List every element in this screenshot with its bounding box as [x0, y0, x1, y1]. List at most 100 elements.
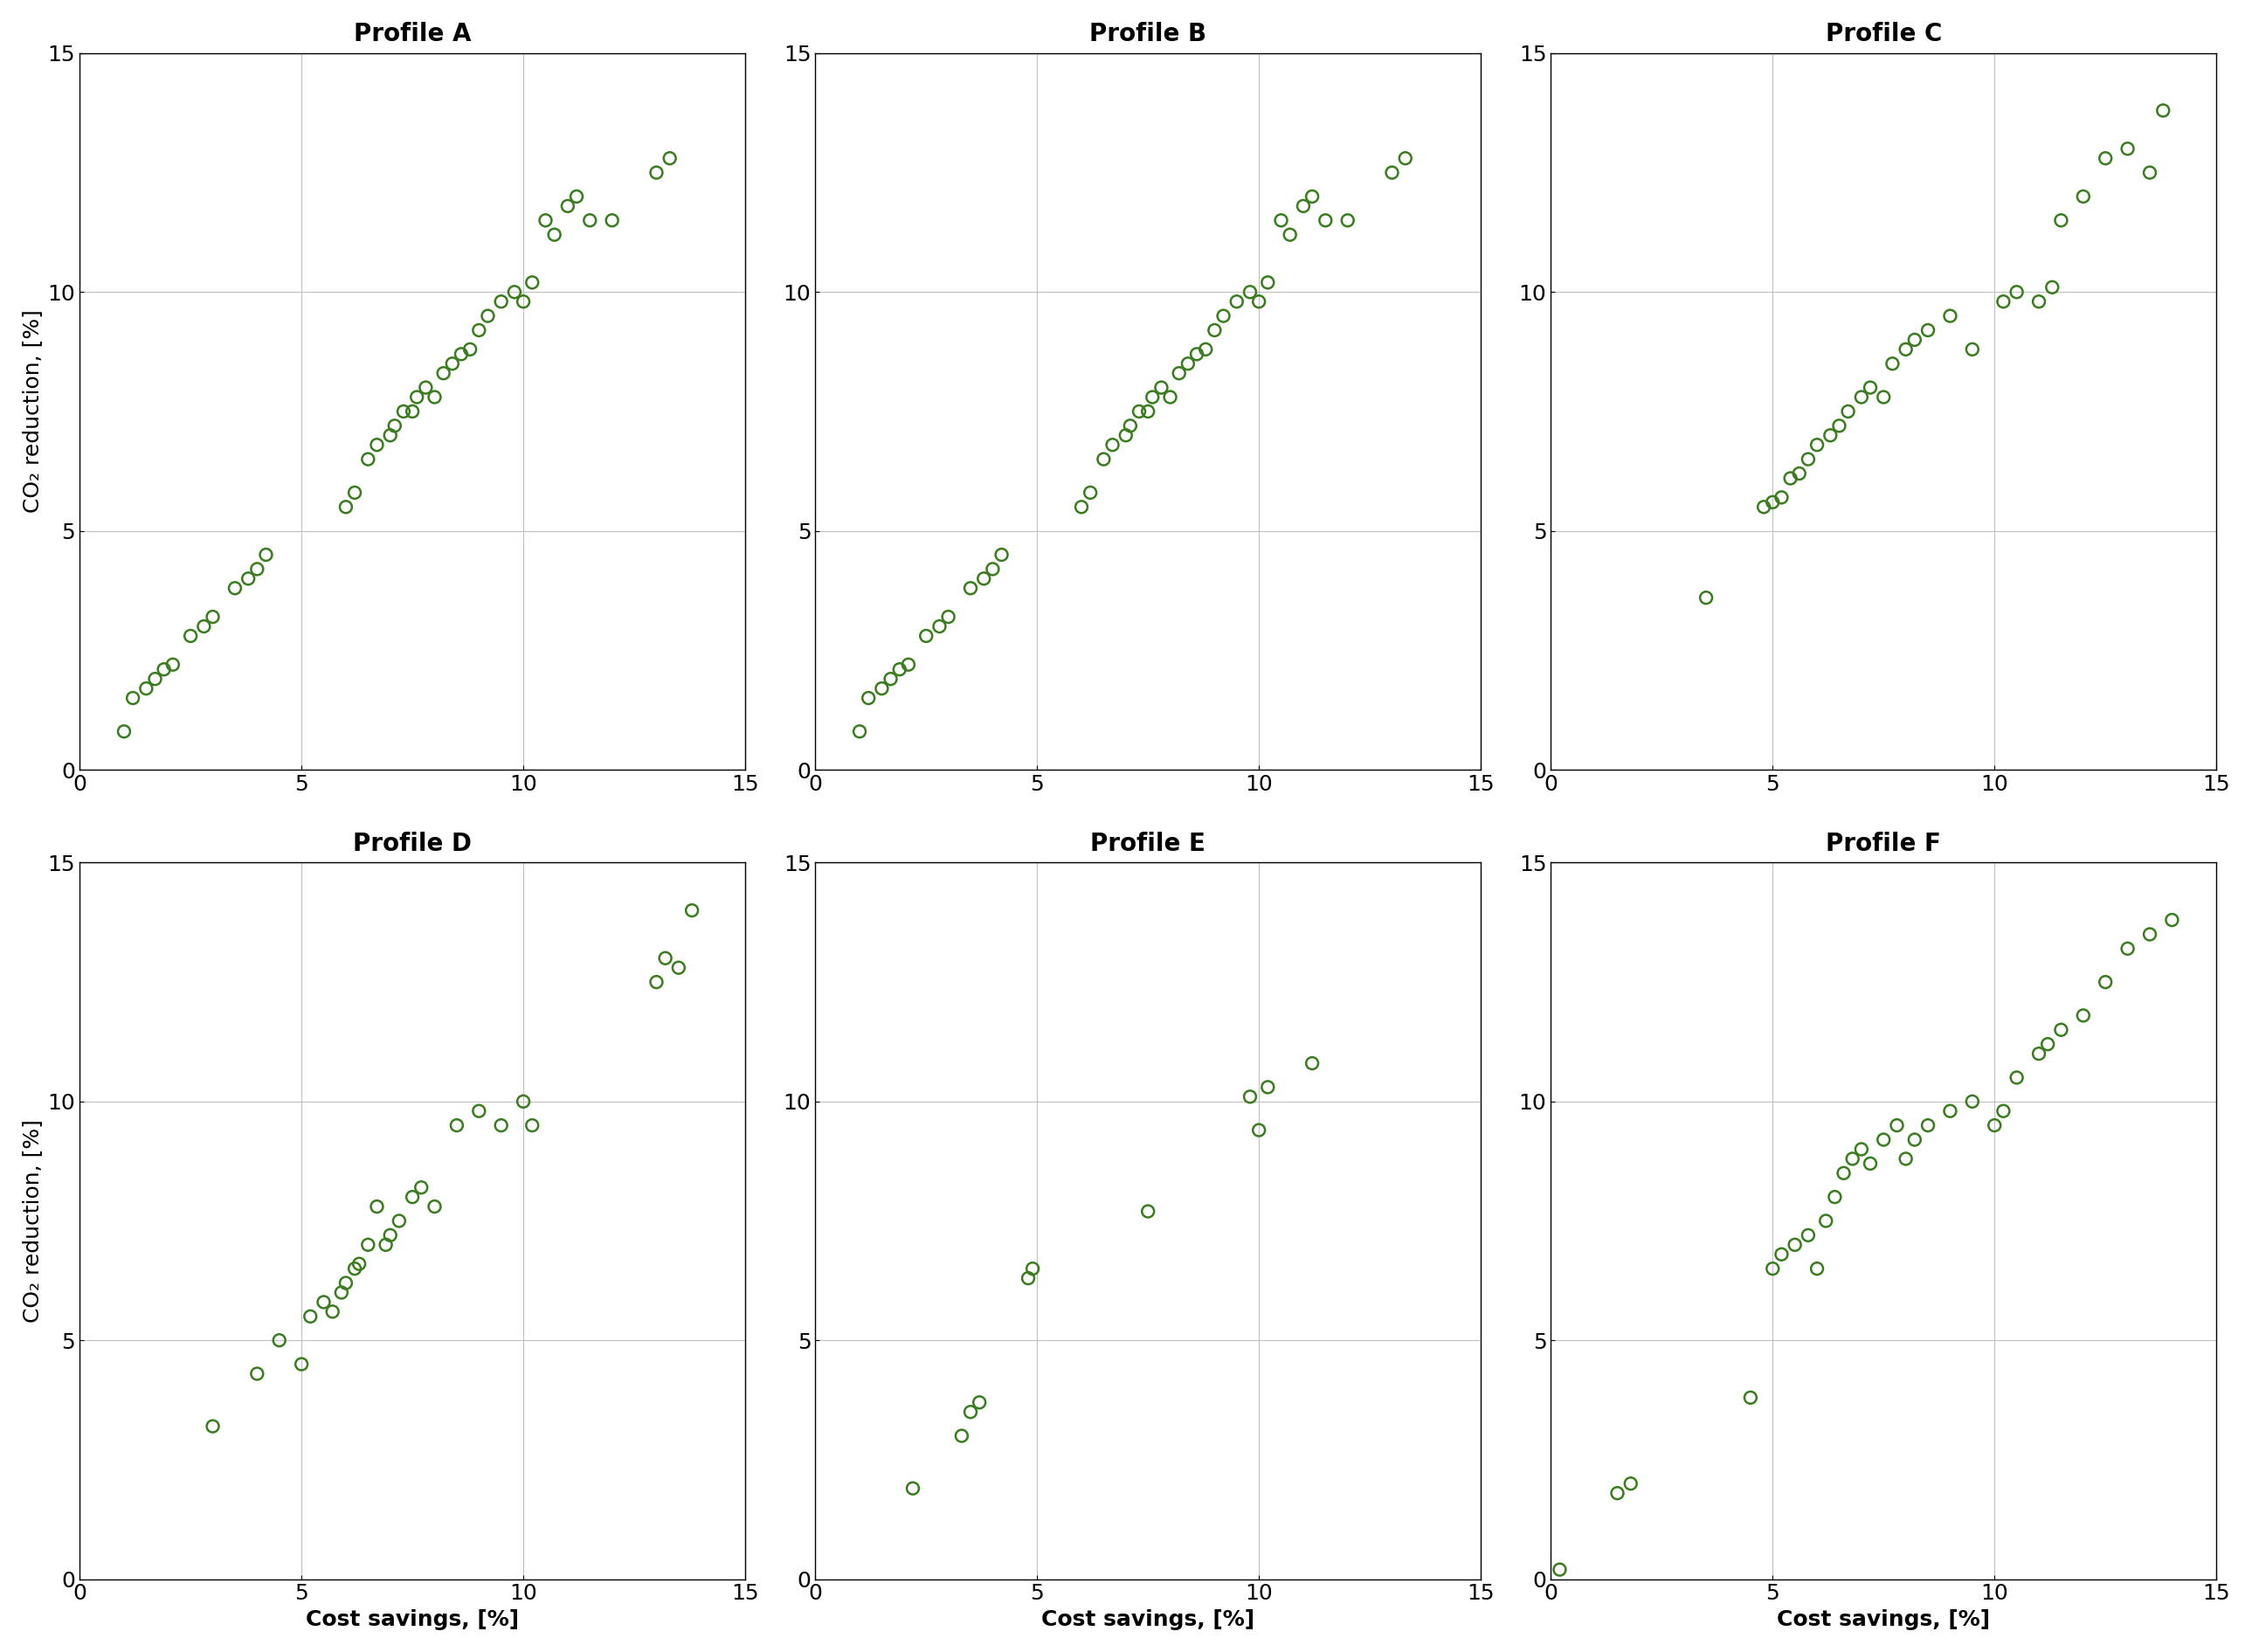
Point — [435, 350, 471, 377]
Point — [315, 1298, 351, 1325]
Point — [2034, 274, 2070, 301]
Point — [248, 542, 284, 568]
Title: Profile D: Profile D — [354, 831, 473, 856]
X-axis label: Cost savings, [%]: Cost savings, [%] — [306, 1609, 518, 1631]
Point — [1772, 466, 1808, 492]
Point — [2088, 145, 2124, 172]
Point — [2133, 922, 2169, 948]
Point — [367, 1231, 403, 1257]
Point — [2029, 1031, 2065, 1057]
Title: Profile A: Profile A — [354, 21, 471, 46]
Point — [239, 1361, 275, 1388]
Point — [358, 1193, 394, 1219]
Point — [1932, 1099, 1968, 1125]
Point — [1374, 159, 1410, 185]
Point — [2000, 1064, 2036, 1090]
Point — [1250, 1074, 1286, 1100]
Point — [1162, 360, 1198, 387]
Point — [651, 145, 687, 172]
Point — [1112, 413, 1149, 439]
Point — [484, 289, 520, 316]
Point — [358, 431, 394, 458]
Point — [1763, 1241, 1799, 1267]
Point — [1874, 350, 1910, 377]
Point — [1745, 494, 1781, 520]
Point — [137, 666, 173, 692]
Point — [1085, 446, 1121, 472]
Point — [944, 1422, 980, 1449]
Point — [930, 603, 966, 629]
Point — [921, 613, 957, 639]
Point — [453, 335, 489, 362]
Point — [324, 1279, 360, 1305]
Point — [1612, 1470, 1648, 1497]
Point — [115, 686, 151, 712]
Point — [284, 1351, 320, 1378]
Point — [372, 1222, 408, 1249]
Point — [173, 623, 209, 649]
Point — [1232, 279, 1268, 306]
Point — [1187, 335, 1223, 362]
Point — [872, 666, 908, 692]
Point — [1153, 383, 1189, 410]
X-axis label: Cost savings, [%]: Cost savings, [%] — [1040, 1609, 1254, 1631]
Point — [894, 1475, 930, 1502]
Point — [549, 193, 586, 220]
Point — [340, 1251, 376, 1277]
Point — [194, 603, 230, 629]
Point — [572, 206, 608, 233]
Y-axis label: CO₂ reduction, [%]: CO₂ reduction, [%] — [23, 1118, 43, 1323]
Point — [2043, 1016, 2079, 1042]
Point — [504, 1089, 540, 1115]
Point — [1835, 1145, 1871, 1171]
Point — [2000, 279, 2036, 306]
Point — [1790, 446, 1826, 472]
Point — [504, 289, 540, 316]
Point — [1844, 383, 1880, 410]
Point — [403, 1175, 439, 1201]
Title: Profile F: Profile F — [1826, 831, 1941, 856]
Point — [1308, 206, 1344, 233]
Point — [462, 1099, 498, 1125]
Point — [660, 955, 696, 981]
Point — [637, 968, 673, 995]
Point — [462, 317, 498, 344]
Point — [1754, 489, 1790, 515]
Point — [646, 945, 682, 971]
Point — [216, 575, 252, 601]
Point — [381, 1208, 417, 1234]
Point — [1263, 206, 1299, 233]
Point — [953, 1399, 989, 1426]
Point — [495, 279, 531, 306]
Point — [1295, 1051, 1331, 1077]
Title: Profile E: Profile E — [1090, 831, 1205, 856]
Point — [293, 1303, 329, 1330]
Point — [637, 159, 673, 185]
Point — [394, 398, 430, 425]
Title: Profile B: Profile B — [1090, 21, 1207, 46]
Point — [1813, 423, 1849, 449]
Point — [239, 555, 275, 582]
Point — [1108, 423, 1144, 449]
Point — [394, 1184, 430, 1211]
Point — [527, 206, 563, 233]
Point — [1754, 1256, 1790, 1282]
Point — [444, 340, 480, 367]
Point — [1016, 1256, 1052, 1282]
Point — [2088, 968, 2124, 995]
Point — [1790, 1222, 1826, 1249]
Point — [1977, 1112, 2013, 1138]
Point — [372, 423, 408, 449]
Point — [673, 897, 709, 923]
Point — [842, 719, 878, 745]
Point — [1910, 317, 1946, 344]
Point — [1822, 413, 1858, 439]
Point — [2153, 907, 2189, 933]
Point — [1131, 1198, 1167, 1224]
Point — [2043, 206, 2079, 233]
Point — [1121, 398, 1158, 425]
Point — [1543, 1556, 1579, 1583]
Point — [1763, 484, 1799, 510]
Point — [376, 413, 412, 439]
Point — [975, 555, 1011, 582]
